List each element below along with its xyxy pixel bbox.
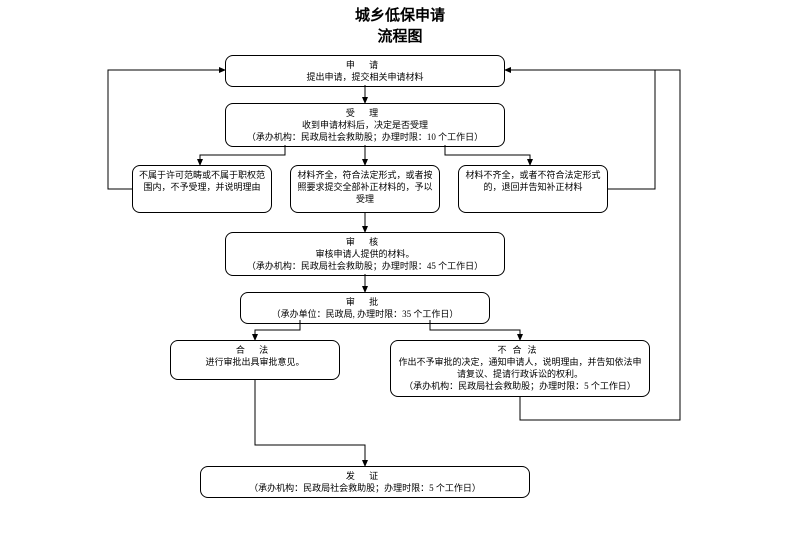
edge [255,380,365,466]
node-illegal: 不合法 作出不予审批的决定，通知申请人，说明理由，并告知依法申请复议、提请行政诉… [390,340,650,397]
node-review: 审 核 审核申请人提供的材料。 （承办机构：民政局社会救助股；办理时限：45 个… [225,232,505,276]
node-illegal-b2: （承办机构：民政局社会救助股；办理时限：5 个工作日） [404,381,636,391]
node-approve-body: （承办单位：民政局, 办理时限：35 个工作日） [272,309,459,319]
node-review-b1: 审核申请人提供的材料。 [315,249,414,259]
node-apply-hd: 申 请 [230,59,500,71]
node-approve: 审 批 （承办单位：民政局, 办理时限：35 个工作日） [240,292,490,324]
node-issue-hd: 发 证 [205,470,525,482]
node-branch3: 材料不齐全，或者不符合法定形式的，退回并告知补正材料 [458,165,608,213]
node-apply: 申 请 提出申请，提交相关申请材料 [225,55,505,87]
node-apply-body: 提出申请，提交相关申请材料 [306,72,423,82]
node-illegal-hd: 不合法 [395,344,645,356]
node-legal: 合 法 进行审批出具审批意见。 [170,340,340,380]
node-branch1: 不属于许可范畴或不属于职权范围内，不予受理，并说明理由 [132,165,272,213]
node-accept-b1: 收到申请材料后，决定是否受理 [302,120,428,130]
node-accept: 受 理 收到申请材料后，决定是否受理 （承办机构：民政局社会救助股；办理时限：1… [225,103,505,147]
edge [200,145,285,165]
node-illegal-b1: 作出不予审批的决定，通知申请人，说明理由，并告知依法申请复议、提请行政诉讼的权利… [398,357,641,379]
node-accept-b2: （承办机构：民政局社会救助股；办理时限：10 个工作日） [247,132,483,142]
node-accept-hd: 受 理 [230,107,500,119]
node-legal-hd: 合 法 [175,344,335,356]
page-title: 城乡低保申请 流程图 [0,0,800,48]
node-review-b2: （承办机构：民政局社会救助股；办理时限：45 个工作日） [247,261,483,271]
node-legal-body: 进行审批出具审批意见。 [205,357,304,367]
node-approve-hd: 审 批 [245,296,485,308]
node-branch2: 材料齐全，符合法定形式，或者按照要求提交全部补正材料的，予以受理 [290,165,440,213]
node-review-hd: 审 核 [230,236,500,248]
title-line2: 流程图 [0,27,800,48]
node-issue: 发 证 （承办机构：民政局社会救助股；办理时限：5 个工作日） [200,466,530,498]
node-b2-body: 材料齐全，符合法定形式，或者按照要求提交全部补正材料的，予以受理 [297,170,432,204]
title-line1: 城乡低保申请 [0,6,800,27]
edge [445,145,530,165]
node-b1-body: 不属于许可范畴或不属于职权范围内，不予受理，并说明理由 [139,170,265,192]
node-issue-body: （承办机构：民政局社会救助股；办理时限：5 个工作日） [249,483,481,493]
node-b3-body: 材料不齐全，或者不符合法定形式的，退回并告知补正材料 [465,170,600,192]
